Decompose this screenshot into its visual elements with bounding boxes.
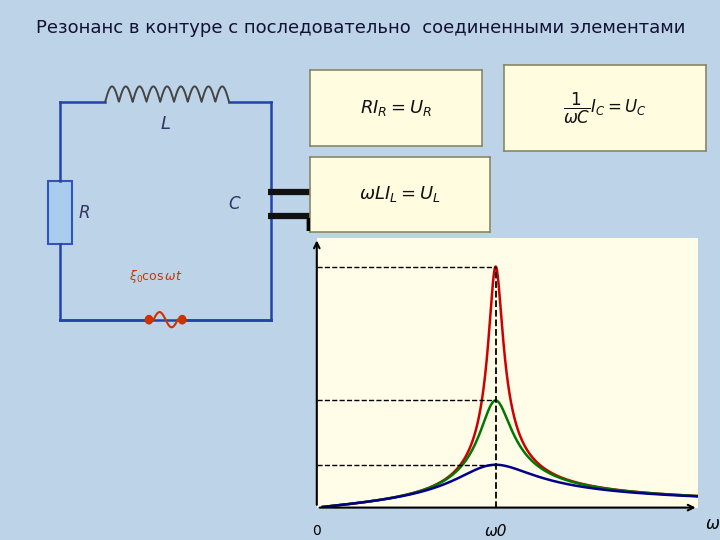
Text: $\dfrac{1}{\omega C}I_C = U_C$: $\dfrac{1}{\omega C}I_C = U_C$ [563, 90, 647, 126]
Text: $\xi_0 \cos\omega t$: $\xi_0 \cos\omega t$ [130, 268, 183, 285]
Text: $\it{L}$: $\it{L}$ [160, 116, 171, 133]
Text: $\it{C}$: $\it{C}$ [228, 195, 241, 213]
Text: $RI_R = U_R$: $RI_R = U_R$ [360, 98, 432, 118]
Text: ω0: ω0 [485, 524, 507, 539]
Text: 0: 0 [312, 524, 321, 538]
Circle shape [145, 315, 153, 324]
Bar [48, 181, 72, 244]
Circle shape [179, 315, 186, 324]
Text: I: I [304, 217, 310, 235]
Text: $\omega L I_L = U_L$: $\omega L I_L = U_L$ [359, 184, 441, 205]
Text: $\it{R}$: $\it{R}$ [78, 204, 90, 221]
Text: ω: ω [706, 515, 720, 533]
Text: Резонанс в контуре с последовательно  соединенными элементами: Резонанс в контуре с последовательно сое… [36, 19, 685, 37]
